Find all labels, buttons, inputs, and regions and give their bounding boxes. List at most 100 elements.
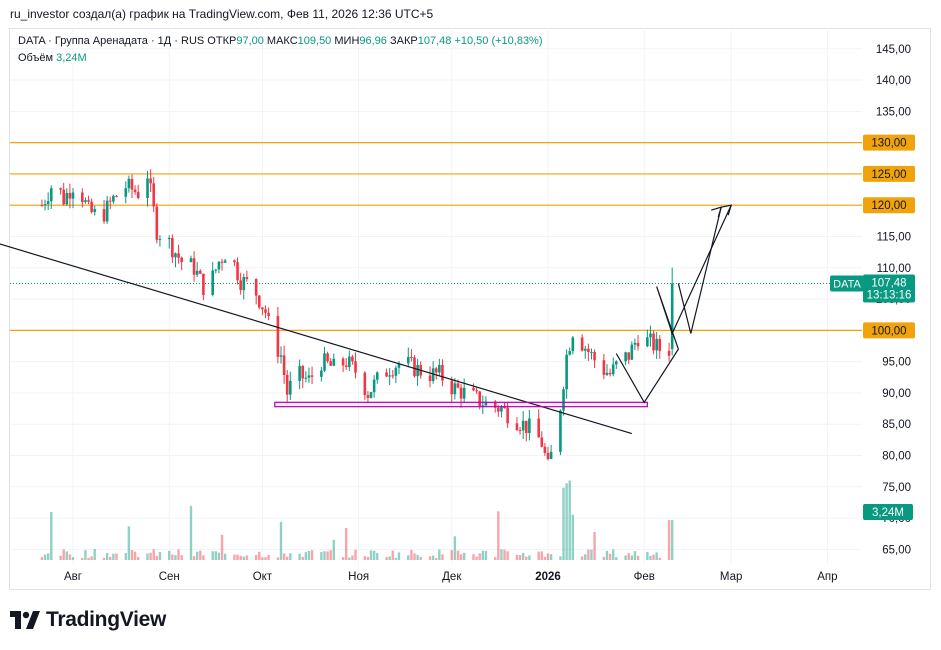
candle-body xyxy=(658,338,662,351)
ohlc-legend: DATA · Группа Аренадата · 1Д · RUS ОТКР9… xyxy=(18,35,543,47)
candle-body xyxy=(667,350,671,356)
candle-body xyxy=(354,361,357,373)
candle-body xyxy=(369,392,373,398)
candle-body xyxy=(198,270,202,274)
candle-body xyxy=(568,351,572,355)
volume-bar xyxy=(394,557,398,560)
volume-bar xyxy=(62,549,65,560)
candle-body xyxy=(71,192,75,199)
volume-bar xyxy=(624,555,627,560)
time-tick-label: Авг xyxy=(64,571,82,583)
volume-bar xyxy=(211,551,214,560)
candle-body xyxy=(515,423,519,430)
candle-body xyxy=(524,420,528,433)
volume-bar xyxy=(525,556,528,560)
volume-bar xyxy=(546,553,550,560)
price-tick-label: 95,00 xyxy=(882,357,911,369)
candle-body xyxy=(521,420,525,431)
volume-bar xyxy=(202,555,205,560)
candle-body xyxy=(245,277,249,280)
candle-body xyxy=(68,193,72,199)
volume-bar xyxy=(410,549,413,560)
candle-body xyxy=(375,372,379,380)
level-badge xyxy=(863,165,915,182)
trendline xyxy=(0,243,632,435)
volume-bar xyxy=(133,551,137,560)
candle-body xyxy=(416,364,419,377)
level-badge xyxy=(863,197,915,214)
candle-body xyxy=(670,283,674,350)
candle-body xyxy=(285,374,289,395)
candle-body xyxy=(276,315,280,357)
candle-body xyxy=(406,357,410,364)
time-tick-label: Апр xyxy=(817,571,837,583)
last-price-value: 107,48 xyxy=(871,278,906,290)
volume-bar xyxy=(310,550,314,560)
candle-body xyxy=(441,364,444,381)
candle-body xyxy=(180,257,183,263)
candle-body xyxy=(633,342,637,345)
time-axis: Авг Сен Окт Ноя Дек 2026 Фев Мар Апр xyxy=(64,571,838,583)
volume-bar xyxy=(649,555,652,560)
volume-bar xyxy=(146,553,149,560)
drawings xyxy=(0,204,733,435)
time-tick-label: Мар xyxy=(720,571,743,583)
volume-bar xyxy=(515,554,519,560)
volume-bar xyxy=(81,557,84,560)
volume-bar xyxy=(65,551,68,560)
volume-bar xyxy=(351,555,354,560)
volume-bar xyxy=(655,552,658,560)
volume-bar xyxy=(50,511,53,560)
volume-bar xyxy=(124,552,127,560)
candle-body xyxy=(366,394,370,398)
volume-bar xyxy=(543,556,547,560)
volume-bar xyxy=(459,554,463,560)
tradingview-logo[interactable]: TradingView xyxy=(10,608,166,632)
volume-bar xyxy=(168,550,171,560)
candle-body xyxy=(351,356,354,362)
high-value: 109,50 xyxy=(297,35,332,47)
high-label: МАКС xyxy=(266,35,298,47)
candle-body xyxy=(481,405,485,407)
projection-arrowhead xyxy=(721,204,733,216)
close-value: 107,48 xyxy=(417,35,452,47)
volume-bar xyxy=(562,487,565,560)
volume-bar xyxy=(127,526,131,560)
level-badge-label: 120,00 xyxy=(871,200,906,212)
candle-body xyxy=(546,452,550,460)
candle-body xyxy=(329,361,332,366)
volume-bar xyxy=(199,550,202,560)
volume-bar xyxy=(385,557,388,560)
candle-body xyxy=(90,201,93,213)
volume-bar xyxy=(481,550,485,560)
candle-body xyxy=(211,270,215,295)
volume-bar xyxy=(152,549,155,560)
open-label: ОТКР xyxy=(207,35,237,47)
candle-body xyxy=(112,195,115,202)
open-value: 97,00 xyxy=(236,35,264,47)
low-value: 96,96 xyxy=(359,35,387,47)
candle-body xyxy=(649,333,652,338)
candle-body xyxy=(65,193,69,205)
candle-body xyxy=(254,279,258,296)
candle-body xyxy=(87,200,90,202)
volume-bar xyxy=(565,483,568,560)
price-tick-label: 80,00 xyxy=(882,450,911,462)
volume-bar xyxy=(298,553,301,560)
candle-body xyxy=(326,353,329,362)
volume-bar xyxy=(348,557,351,560)
candle-body xyxy=(503,407,506,409)
candle-body xyxy=(478,391,481,406)
candle-body xyxy=(518,429,522,431)
volume-bar xyxy=(431,555,435,560)
candle-body xyxy=(257,295,261,308)
candle-body xyxy=(46,201,50,205)
volume-bar xyxy=(503,549,506,560)
candle-body xyxy=(348,356,351,367)
volume-bar xyxy=(376,553,379,560)
volume-bar xyxy=(59,555,62,560)
volume-bar xyxy=(521,552,525,560)
volume-bar xyxy=(540,551,543,560)
candle-body xyxy=(152,183,156,207)
